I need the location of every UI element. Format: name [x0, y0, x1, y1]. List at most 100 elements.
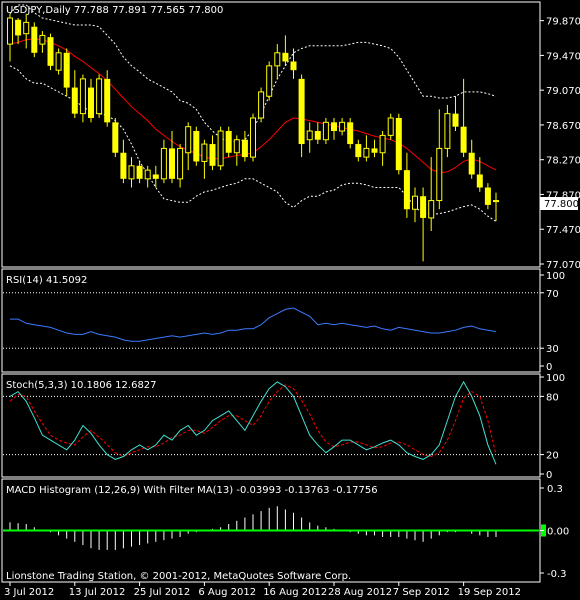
candle-body [160, 147, 167, 180]
rsi-tick-label: 0 [546, 362, 552, 373]
candle-body [371, 148, 378, 153]
rsi-title: RSI(14) 41.5092 [6, 275, 87, 286]
rsi-axis: 100 70 30 0 [540, 271, 565, 373]
price-tick-label: 78.670 [546, 121, 580, 132]
candle-body [136, 165, 143, 179]
candle-body [266, 65, 273, 97]
candle-body [420, 196, 427, 218]
stoch-signal-line [9, 384, 497, 458]
candle-body [428, 200, 435, 219]
stoch-tick-label: 80 [546, 392, 559, 403]
macd-axis: 0.3 0.00 -0.3 [540, 484, 569, 580]
price-tick-label: 79.470 [546, 51, 580, 62]
candle-body [282, 52, 289, 62]
rsi-tick-label: 100 [546, 271, 565, 282]
candle-body [185, 126, 192, 154]
candle-body [79, 78, 86, 115]
current-price-label: 77.800 [544, 199, 579, 210]
candle-body [193, 131, 200, 162]
macd-tick-label: -0.3 [547, 569, 567, 580]
candle-body [120, 152, 127, 179]
candle-body [347, 122, 354, 145]
candle-body [493, 200, 499, 203]
candle-body [314, 131, 321, 140]
stoch-panel [3, 380, 539, 465]
price-tick-label: 79.870 [546, 17, 580, 28]
candle-body [274, 52, 281, 67]
rsi-panel-frame [1, 268, 541, 373]
rsi-panel [3, 292, 539, 349]
stoch-panel-frame [1, 373, 541, 478]
candle-body [88, 87, 94, 118]
candle-body [379, 134, 386, 154]
candle-body [355, 144, 362, 158]
candle-body [339, 121, 346, 132]
candle-body [233, 139, 240, 154]
candle-body [47, 37, 54, 66]
candle-body [39, 34, 46, 45]
candle-body [225, 131, 232, 153]
stoch-main-line [9, 380, 497, 465]
date-axis: 3 Jul 2012 13 Jul 2012 25 Jul 2012 6 Aug 20… [4, 582, 521, 598]
date-tick-label: 7 Sep 2012 [393, 587, 450, 598]
candle-body [436, 147, 443, 202]
candle-body [15, 19, 22, 36]
macd-title: MACD Histogram (12,26,9) With Filter MA(… [6, 485, 378, 496]
candle-body [363, 147, 370, 158]
candle-body [201, 143, 208, 162]
candle-body [112, 122, 119, 153]
copyright-text: Lionstone Trading Station, © 2001-2012, … [6, 571, 351, 582]
candle-body [322, 121, 329, 141]
candle-body [412, 195, 418, 210]
date-tick-label: 19 Sep 2012 [458, 587, 521, 598]
current-price-box [540, 197, 578, 210]
candle-body [169, 148, 175, 179]
candle-body [128, 165, 135, 180]
date-tick-label: 3 Jul 2012 [4, 587, 54, 598]
symbol-title: USDJPY,Daily 77.788 77.891 77.565 77.800 [6, 5, 223, 16]
candle-body [290, 61, 297, 71]
candle-body [258, 91, 265, 119]
candle-body [306, 130, 313, 141]
candle-body [104, 78, 111, 123]
candle-body [395, 117, 402, 171]
candle-body [250, 117, 256, 158]
candle-body [7, 17, 13, 45]
candle-body [152, 174, 159, 179]
price-tick-label: 77.870 [546, 190, 580, 201]
candle-body [209, 144, 216, 166]
candle-body [63, 52, 70, 88]
candle-body [241, 139, 248, 158]
price-panel-frame [1, 1, 541, 268]
date-tick-label: 16 Aug 2012 [263, 587, 327, 598]
candle-body [55, 52, 62, 71]
stoch-axis: 100 80 20 0 [540, 373, 565, 481]
rsi-tick-label: 30 [546, 344, 559, 355]
candle-body [484, 187, 491, 205]
candle-body [23, 21, 30, 35]
date-tick-label: 25 Jul 2012 [134, 587, 191, 598]
candle-body [476, 174, 483, 188]
stoch-tick-label: 100 [546, 373, 565, 384]
rsi-tick-label: 70 [546, 289, 559, 300]
candle-body [217, 130, 224, 167]
price-axis: 79.870 79.470 79.070 78.670 78.270 77.870 77.4… [540, 17, 580, 271]
rsi-line [10, 307, 497, 342]
candle-body [452, 113, 459, 127]
price-tick-label: 78.270 [546, 156, 580, 167]
candle-body [444, 113, 451, 149]
stoch-title: Stoch(5,3,3) 10.1806 12.6827 [6, 380, 157, 391]
candle-body [460, 126, 467, 153]
candle-body [177, 147, 184, 180]
macd-tick-label: 0.00 [547, 527, 569, 538]
candle-body [298, 78, 305, 145]
date-tick-label: 6 Aug 2012 [198, 587, 256, 598]
date-tick-label: 13 Jul 2012 [69, 587, 126, 598]
stoch-tick-label: 0 [546, 470, 552, 481]
price-tick-label: 79.070 [546, 86, 580, 97]
macd-tick-label: 0.3 [547, 484, 563, 495]
price-tick-label: 77.070 [546, 260, 580, 271]
price-panel [7, 4, 499, 262]
